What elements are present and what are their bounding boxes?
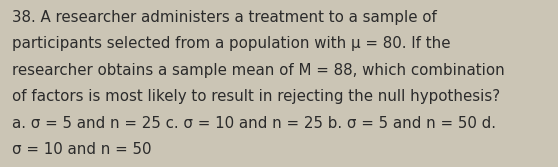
Text: participants selected from a population with μ = 80. If the: participants selected from a population … [12, 36, 451, 51]
Text: a. σ = 5 and n = 25 c. σ = 10 and n = 25 b. σ = 5 and n = 50 d.: a. σ = 5 and n = 25 c. σ = 10 and n = 25… [12, 116, 496, 131]
Text: researcher obtains a sample mean of M = 88, which combination: researcher obtains a sample mean of M = … [12, 63, 505, 78]
Text: of factors is most likely to result in rejecting the null hypothesis?: of factors is most likely to result in r… [12, 89, 501, 104]
Text: σ = 10 and n = 50: σ = 10 and n = 50 [12, 142, 152, 157]
Text: 38. A researcher administers a treatment to a sample of: 38. A researcher administers a treatment… [12, 10, 437, 25]
